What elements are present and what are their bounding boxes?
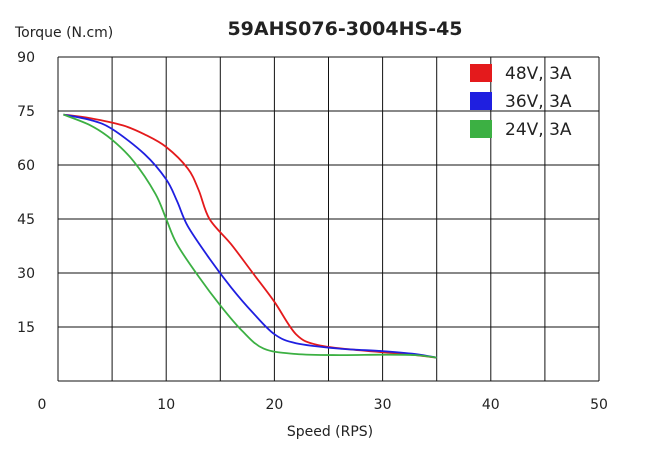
y-tick-labels: 15 30 45 60 75 90 bbox=[17, 50, 35, 336]
legend-swatch-36v-3a bbox=[470, 92, 492, 110]
y-tick-label: 90 bbox=[17, 50, 35, 66]
series-lines bbox=[63, 113, 437, 359]
plot-grid bbox=[57, 56, 600, 382]
y-tick-label: 30 bbox=[17, 266, 35, 282]
legend-label-36v-3a: 36V, 3A bbox=[505, 92, 572, 112]
x-tick-label: 30 bbox=[374, 397, 392, 413]
legend: 48V, 3A 36V, 3A 24V, 3A bbox=[470, 64, 572, 140]
x-axis-title: Speed (RPS) bbox=[287, 424, 373, 440]
x-tick-labels: 0 10 20 30 40 50 bbox=[38, 397, 608, 413]
legend-swatch-48v-3a bbox=[470, 64, 492, 82]
y-tick-label: 15 bbox=[17, 320, 35, 336]
x-tick-label: 10 bbox=[157, 397, 175, 413]
chart-title: 59AHS076-3004HS-45 bbox=[227, 18, 462, 40]
x-tick-label: 0 bbox=[38, 397, 47, 413]
series-line-36v-3a bbox=[63, 113, 437, 359]
legend-label-48v-3a: 48V, 3A bbox=[505, 64, 572, 84]
legend-swatch-24v-3a bbox=[470, 120, 492, 138]
legend-label-24v-3a: 24V, 3A bbox=[505, 120, 572, 140]
y-tick-label: 75 bbox=[17, 104, 35, 120]
x-tick-label: 40 bbox=[482, 397, 500, 413]
y-axis-title: Torque (N.cm) bbox=[14, 25, 113, 41]
series-line-24v-3a bbox=[63, 113, 437, 359]
x-tick-label: 50 bbox=[590, 397, 608, 413]
x-tick-label: 20 bbox=[265, 397, 283, 413]
y-tick-label: 60 bbox=[17, 158, 35, 174]
series-line-48v-3a bbox=[63, 113, 437, 359]
y-tick-label: 45 bbox=[17, 212, 35, 228]
